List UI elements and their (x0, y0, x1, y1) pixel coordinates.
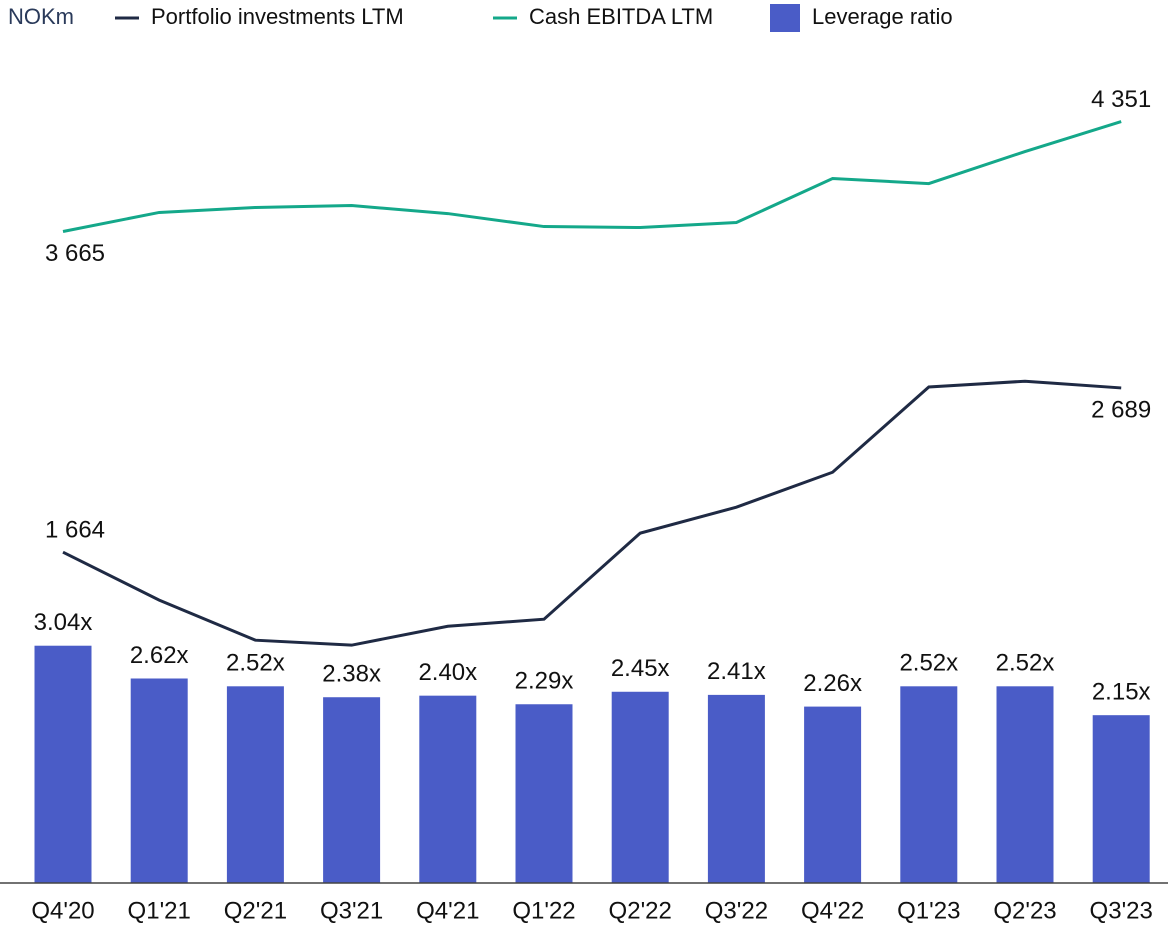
x-tick-label: Q1'23 (897, 897, 960, 924)
x-tick-label: Q3'22 (705, 897, 768, 924)
bar-value-label: 2.26x (803, 670, 862, 697)
bar-value-label: 2.15x (1092, 679, 1151, 706)
bar (226, 686, 284, 883)
bar-value-label: 2.41x (707, 658, 766, 685)
bar-value-label: 2.52x (226, 650, 285, 677)
x-tick-label: Q2'21 (224, 897, 287, 924)
bar (611, 691, 669, 883)
line-value-label: 4 351 (1091, 86, 1151, 113)
line-value-label: 3 665 (45, 240, 105, 267)
bar (1092, 715, 1150, 883)
legend-swatch (770, 4, 800, 32)
line-value-label: 1 664 (45, 517, 105, 544)
bar-value-label: 3.04x (34, 609, 93, 636)
unit-label: NOKm (8, 4, 74, 29)
bar (323, 697, 381, 883)
bar-value-label: 2.52x (996, 650, 1055, 677)
x-tick-label: Q1'22 (512, 897, 575, 924)
bar-value-label: 2.38x (322, 661, 381, 688)
legend-label: Cash EBITDA LTM (529, 4, 713, 29)
bar (707, 694, 765, 883)
line (62, 120, 1122, 233)
bar-value-label: 2.40x (418, 659, 477, 686)
bar (130, 678, 188, 883)
x-tick-label: Q4'20 (31, 897, 94, 924)
bar (515, 704, 573, 883)
line (62, 379, 1122, 647)
x-tick-label: Q2'22 (609, 897, 672, 924)
bar (996, 686, 1054, 883)
legend-label: Leverage ratio (812, 4, 953, 29)
x-tick-label: Q3'21 (320, 897, 383, 924)
x-tick-label: Q4'22 (801, 897, 864, 924)
x-tick-label: Q4'21 (416, 897, 479, 924)
x-tick-label: Q2'23 (993, 897, 1056, 924)
x-tick-label: Q1'21 (128, 897, 191, 924)
legend-label: Portfolio investments LTM (151, 4, 404, 29)
bar-value-label: 2.45x (611, 655, 670, 682)
bar (900, 686, 958, 883)
bar-value-label: 2.29x (515, 668, 574, 695)
x-tick-label: Q3'23 (1090, 897, 1153, 924)
bar (34, 645, 92, 883)
bar (804, 706, 862, 883)
line-value-label: 2 689 (1091, 396, 1151, 423)
bar-value-label: 2.62x (130, 642, 189, 669)
bar-value-label: 2.52x (899, 650, 958, 677)
bar (419, 695, 477, 883)
